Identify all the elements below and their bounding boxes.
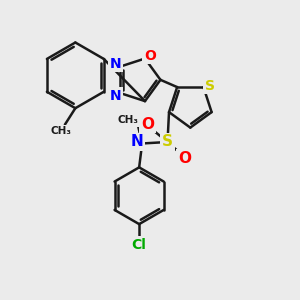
- Text: N: N: [110, 89, 121, 103]
- Text: N: N: [110, 57, 121, 71]
- Text: O: O: [141, 117, 154, 132]
- Text: O: O: [178, 151, 191, 166]
- Text: S: S: [162, 134, 173, 149]
- Text: CH₃: CH₃: [51, 126, 72, 136]
- Text: CH₃: CH₃: [118, 116, 139, 125]
- Text: O: O: [144, 49, 156, 62]
- Text: S: S: [205, 79, 215, 93]
- Text: Cl: Cl: [132, 238, 147, 252]
- Text: N: N: [130, 134, 143, 149]
